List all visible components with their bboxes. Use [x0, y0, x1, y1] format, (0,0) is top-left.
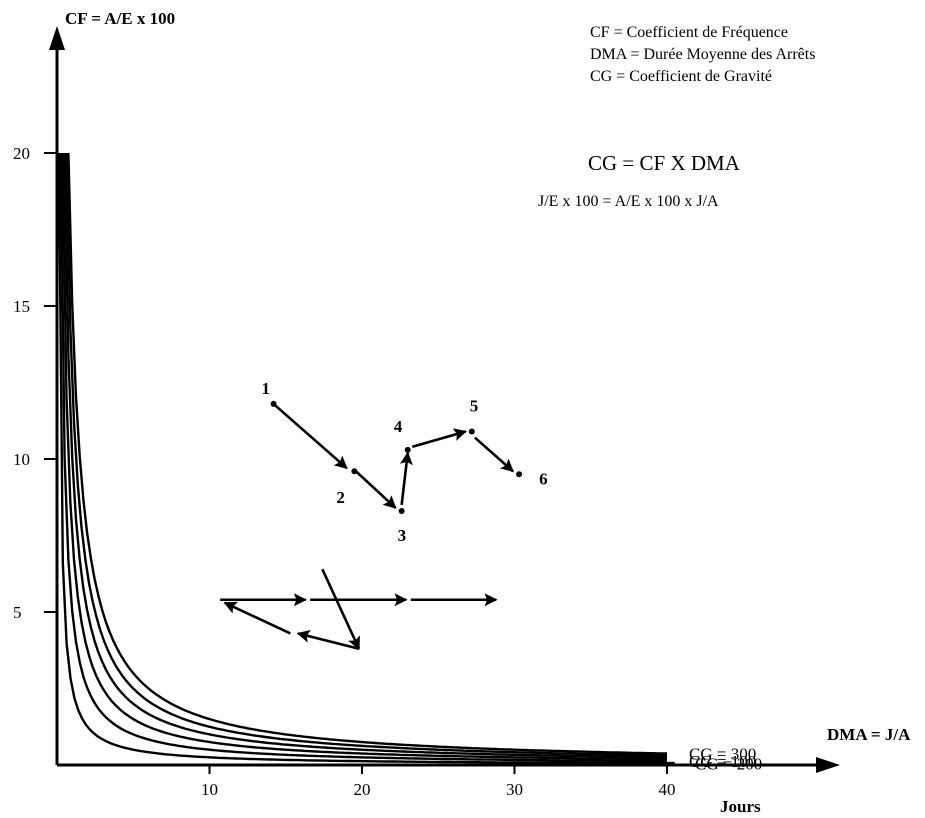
x-tick-label: 40	[659, 780, 676, 799]
path-arrow	[296, 629, 360, 650]
iso-cg-curve	[61, 152, 668, 761]
y-tick-label: 5	[13, 603, 22, 622]
curve-label: CG = 200	[695, 754, 762, 773]
x-axis-title: DMA = J/A	[827, 725, 911, 744]
legend-entry: CG = Coefficient de Gravité	[590, 68, 772, 85]
x-axis-arrowhead	[816, 757, 840, 773]
iso-cg-curve	[67, 152, 667, 755]
path-point	[468, 428, 475, 435]
path-arrow	[399, 451, 413, 506]
iso-cg-curve	[57, 152, 675, 765]
path-point	[270, 400, 277, 407]
x-tick-label: 30	[506, 780, 523, 799]
path-point-label: 4	[394, 417, 403, 436]
legend-entry: CF = Coefficient de Fréquence	[590, 24, 788, 41]
iso-cg-curves	[57, 152, 675, 765]
path-point-label: 1	[262, 379, 271, 398]
path-point-label: 3	[398, 526, 407, 545]
path-arrow	[321, 568, 361, 650]
path-point	[404, 446, 411, 453]
formula-sub: J/E x 100 = A/E x 100 x J/A	[538, 193, 719, 210]
legend-entry: DMA = Durée Moyenne des Arrêts	[590, 46, 815, 63]
path-arrow	[272, 402, 348, 470]
lower-arrows	[220, 568, 498, 650]
path-arrow	[411, 428, 467, 449]
path-point-label: 2	[336, 488, 345, 507]
x-tick-label: 20	[354, 780, 371, 799]
path-points: 1 2 3 4 5 6	[262, 379, 548, 545]
x-axis-unit: Jours	[720, 797, 761, 816]
formula-main: CG = CF X DMA	[588, 151, 741, 175]
iso-cg-curve	[59, 152, 667, 763]
curve-label: CG = 300	[689, 745, 756, 764]
path-point	[398, 508, 405, 515]
path-point	[516, 471, 523, 478]
iso-cg-curve	[63, 152, 668, 759]
path-arrows	[272, 402, 514, 509]
curve-label: CG = 100	[689, 752, 756, 771]
legend: CF = Coefficient de Fréquence DMA = Duré…	[590, 24, 815, 85]
y-ticks: 5 10 15 20	[13, 144, 57, 622]
y-tick-label: 20	[13, 144, 30, 163]
path-point-label: 5	[470, 396, 479, 415]
y-tick-label: 10	[13, 450, 30, 469]
path-arrow	[355, 470, 397, 509]
x-ticks: 10 20 30 40	[201, 765, 676, 799]
iso-cg-curve	[65, 152, 667, 757]
path-point	[351, 468, 358, 475]
y-axis-arrowhead	[49, 26, 65, 50]
path-arrow	[473, 436, 514, 473]
x-tick-label: 10	[201, 780, 218, 799]
y-tick-label: 15	[13, 297, 30, 316]
path-arrow	[223, 601, 291, 635]
y-axis-title: CF = A/E x 100	[65, 9, 175, 28]
path-point-label: 6	[539, 469, 548, 488]
